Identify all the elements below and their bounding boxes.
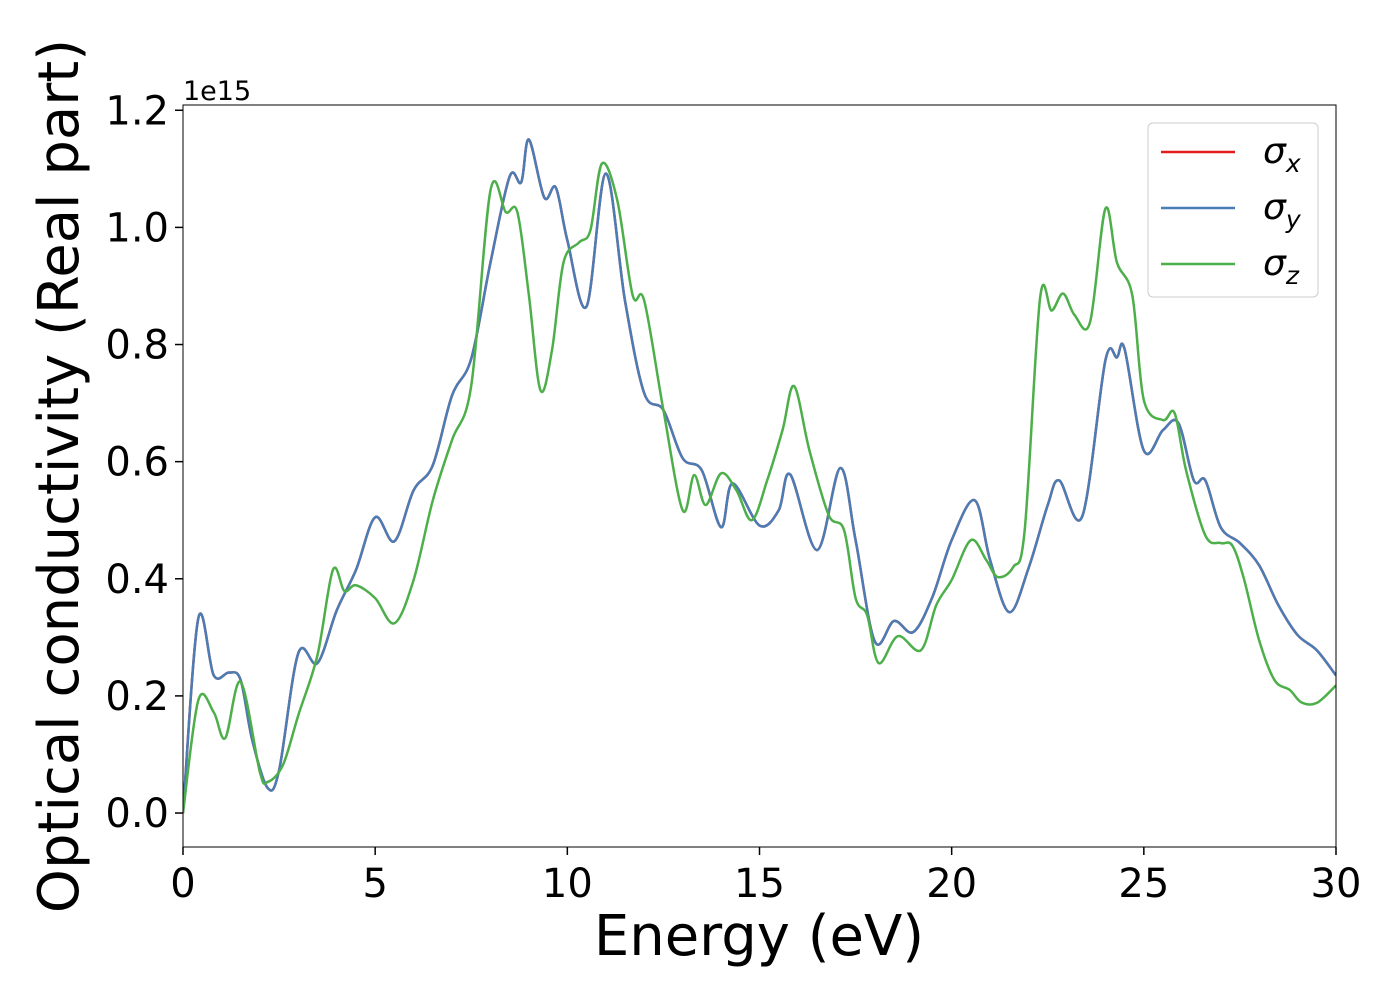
legend-box bbox=[1147, 122, 1319, 298]
y-tick-label: 0.8 bbox=[105, 323, 169, 369]
x-tick-label: 5 bbox=[362, 861, 387, 907]
x-tick-label: 20 bbox=[926, 861, 977, 907]
y-tick-label: 0.0 bbox=[105, 791, 169, 837]
y-tick-label: 0.6 bbox=[105, 440, 169, 486]
x-tick-label: 15 bbox=[734, 861, 785, 907]
y-offset-label: 1e15 bbox=[183, 76, 251, 107]
legend-label: σz bbox=[1263, 243, 1300, 290]
legend-label: σy bbox=[1263, 187, 1302, 234]
y-tick-label: 0.4 bbox=[105, 557, 169, 603]
y-tick-label: 1.0 bbox=[105, 205, 169, 251]
legend-label: σx bbox=[1263, 131, 1301, 178]
x-tick-label: 0 bbox=[170, 861, 195, 907]
series-line bbox=[183, 138, 1336, 814]
y-tick-label: 0.2 bbox=[105, 674, 169, 720]
y-axis-label: Optical conductivity (Real part) bbox=[27, 39, 92, 913]
series-line bbox=[183, 161, 1336, 814]
x-axis-label: Energy (eV) bbox=[594, 904, 924, 969]
y-tick-label: 1.2 bbox=[105, 88, 169, 134]
plot-frame bbox=[182, 104, 1337, 848]
x-tick-label: 25 bbox=[1118, 861, 1169, 907]
x-tick-label: 10 bbox=[542, 861, 593, 907]
x-tick-label: 30 bbox=[1311, 861, 1362, 907]
